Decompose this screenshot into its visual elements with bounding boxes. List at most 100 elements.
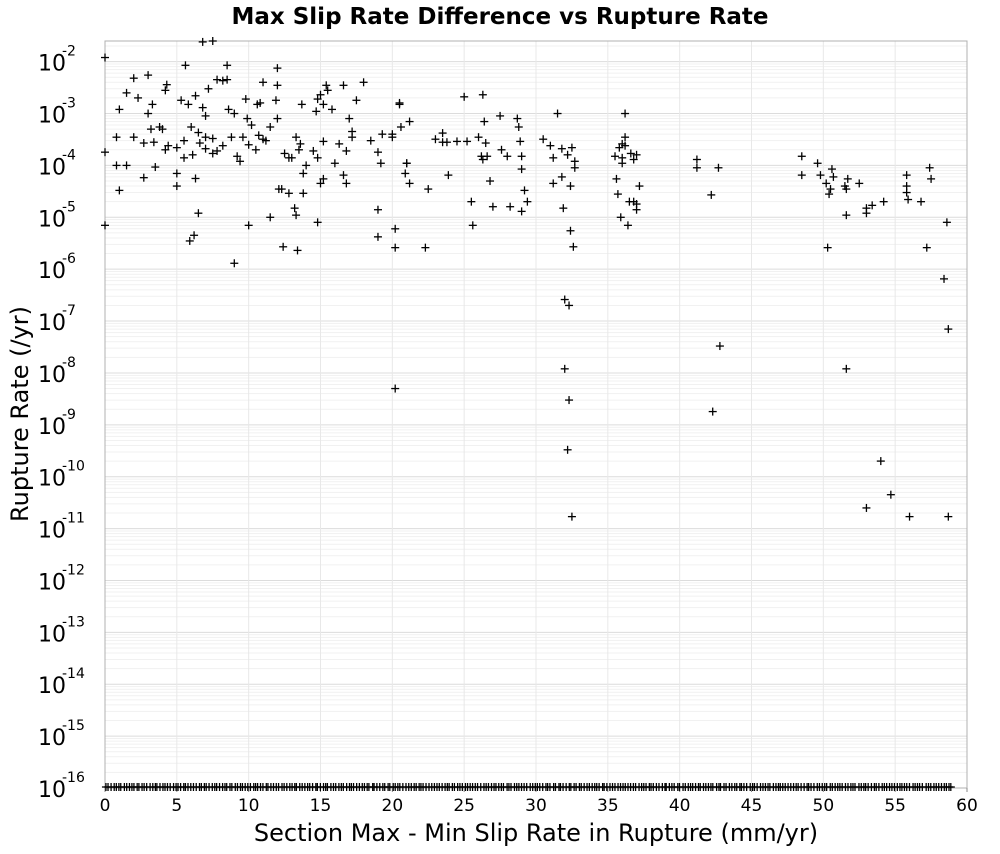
data-point xyxy=(925,163,934,172)
data-point xyxy=(224,105,233,114)
data-point xyxy=(290,204,299,213)
data-point xyxy=(273,114,282,123)
x-axis-ticks: 0 5 10 15 20 25 30 35 40 45 50 55 60 xyxy=(100,788,978,816)
y-tick-label: 10 xyxy=(38,259,66,284)
data-point xyxy=(172,143,181,152)
data-point xyxy=(826,185,835,194)
y-tick-label: 10 xyxy=(38,311,66,336)
data-point xyxy=(940,274,949,283)
data-point xyxy=(902,171,911,180)
data-point xyxy=(191,91,200,100)
data-point xyxy=(313,218,322,227)
x-tick-label: 20 xyxy=(382,796,404,816)
data-point xyxy=(886,490,895,499)
data-point xyxy=(497,145,506,154)
data-point xyxy=(149,138,158,147)
data-point xyxy=(339,81,348,90)
x-tick-label: 60 xyxy=(956,796,978,816)
data-point xyxy=(294,145,303,154)
data-point xyxy=(101,221,109,230)
data-point xyxy=(395,98,404,107)
data-point xyxy=(139,139,148,148)
data-point xyxy=(280,149,289,158)
data-point xyxy=(134,93,143,102)
data-point xyxy=(405,117,414,126)
data-point xyxy=(879,197,888,206)
data-point xyxy=(180,136,189,145)
data-point xyxy=(161,86,170,95)
data-point xyxy=(201,144,210,153)
data-point xyxy=(496,111,505,120)
y-tick-exponent: -8 xyxy=(62,355,76,371)
data-point xyxy=(632,150,641,159)
data-point xyxy=(319,137,328,146)
data-point xyxy=(309,146,318,155)
data-point xyxy=(241,95,250,104)
data-point xyxy=(567,512,576,521)
data-point xyxy=(566,182,575,191)
data-point xyxy=(292,133,301,142)
grid xyxy=(104,41,968,789)
data-point xyxy=(707,190,716,199)
data-point xyxy=(115,105,124,114)
data-point xyxy=(560,295,569,304)
data-point xyxy=(391,384,400,393)
data-point xyxy=(557,172,566,181)
data-point xyxy=(352,96,361,105)
data-point xyxy=(378,130,387,139)
data-point xyxy=(162,80,171,89)
data-point xyxy=(158,125,167,134)
data-point xyxy=(322,81,331,90)
data-point xyxy=(233,152,242,161)
data-point xyxy=(181,61,190,70)
data-point xyxy=(244,140,253,149)
data-point xyxy=(444,171,453,180)
data-point xyxy=(842,364,851,373)
data-point xyxy=(570,163,579,172)
data-point xyxy=(342,146,351,155)
data-point xyxy=(825,190,834,199)
floor-markers xyxy=(101,783,955,791)
y-tick-label: 10 xyxy=(38,519,66,544)
y-tick-label: 10 xyxy=(38,155,66,180)
data-point xyxy=(195,139,204,148)
data-point xyxy=(480,117,489,126)
data-point xyxy=(402,159,411,168)
y-tick-label: 10 xyxy=(38,467,66,492)
data-point xyxy=(299,169,308,178)
y-tick-exponent: -7 xyxy=(62,303,76,319)
data-point xyxy=(868,201,877,210)
data-point xyxy=(632,205,641,214)
y-tick-exponent: -16 xyxy=(62,770,85,786)
data-point xyxy=(339,171,348,180)
data-point xyxy=(823,243,832,252)
data-point xyxy=(613,190,622,199)
data-point xyxy=(284,189,293,198)
data-point xyxy=(822,179,831,188)
x-tick-label: 30 xyxy=(525,796,547,816)
data-point xyxy=(201,111,210,120)
data-point xyxy=(208,149,217,158)
data-point xyxy=(635,182,644,191)
data-point xyxy=(474,133,483,142)
data-point xyxy=(190,231,199,240)
data-point xyxy=(144,71,153,80)
data-point xyxy=(164,141,173,150)
data-point xyxy=(277,185,286,194)
data-point xyxy=(313,95,322,104)
data-point xyxy=(517,207,526,216)
data-point xyxy=(483,152,492,161)
data-point xyxy=(478,155,487,164)
data-point xyxy=(194,128,203,137)
data-point xyxy=(692,155,701,164)
data-point xyxy=(569,242,578,251)
data-point xyxy=(514,122,523,131)
data-point xyxy=(421,243,430,252)
data-point xyxy=(842,211,851,220)
data-point xyxy=(565,396,574,405)
data-point xyxy=(101,53,109,62)
x-tick-label: 35 xyxy=(597,796,619,816)
data-point xyxy=(566,226,575,235)
data-point xyxy=(567,143,576,152)
data-point xyxy=(266,122,275,131)
